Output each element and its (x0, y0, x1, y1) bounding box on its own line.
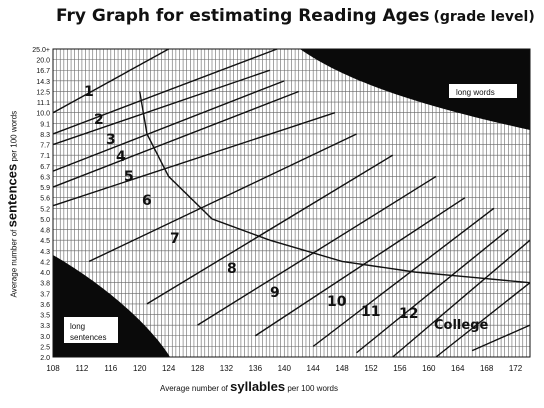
grade-line (197, 175, 437, 326)
y-axis-label-big: sentences (4, 163, 20, 228)
y-axis-label-post: per 100 words (9, 110, 19, 162)
y-tick-label: 4.3 (40, 249, 50, 256)
y-tick-label: 4.0 (40, 270, 50, 277)
y-tick-label: 9.1 (40, 121, 50, 128)
x-tick-label: 120 (133, 364, 147, 373)
grade-line (356, 229, 509, 354)
x-tick-label: 136 (249, 364, 263, 373)
y-axis-label: Average number of sentences per 100 word… (4, 111, 20, 298)
x-tick-label: 152 (364, 364, 378, 373)
y-tick-label: 7.7 (40, 143, 50, 150)
y-tick-label: 12.5 (36, 89, 50, 96)
y-tick-label: 3.6 (40, 302, 50, 309)
grade-label: 4 (116, 149, 126, 165)
y-tick-label: 16.7 (36, 68, 50, 75)
chart-title: Fry Graph for estimating Reading Ages (gr… (56, 6, 535, 26)
y-tick-label: 8.3 (40, 132, 50, 139)
y-tick-label: 5.2 (40, 206, 50, 213)
x-tick-label: 124 (162, 364, 176, 373)
grade-label-college: College (434, 318, 489, 333)
y-tick-label: 10.0 (36, 111, 50, 118)
long-words-box (449, 84, 517, 98)
y-tick-label: 3.7 (40, 291, 50, 298)
grade-line (392, 239, 531, 358)
y-tick-label: 5.6 (40, 196, 50, 203)
grade-line (52, 80, 285, 172)
grade-label: 2 (94, 112, 104, 128)
x-tick-label: 144 (307, 364, 321, 373)
y-tick-label: 4.8 (40, 228, 50, 235)
x-tick-label: 156 (393, 364, 407, 373)
grade-line (52, 90, 299, 188)
chart-title-suffix: (grade level) (433, 9, 535, 25)
y-tick-label: 7.1 (40, 153, 50, 160)
y-tick-label: 3.0 (40, 334, 50, 341)
y-tick-label: 4.2 (40, 259, 50, 266)
grade-line (146, 154, 394, 305)
y-tick-label: 3.3 (40, 323, 50, 330)
x-tick-label: 172 (509, 364, 523, 373)
y-tick-label: 2.0 (40, 355, 50, 362)
x-tick-label: 140 (278, 364, 292, 373)
y-tick-label: 2.5 (40, 344, 50, 351)
x-tick-label: 168 (480, 364, 494, 373)
x-tick-label: 128 (191, 364, 205, 373)
grade-label: 7 (170, 231, 180, 247)
y-tick-label: 4.5 (40, 238, 50, 245)
x-tick-label: 164 (451, 364, 465, 373)
x-axis-label-post: per 100 words (287, 384, 339, 393)
x-tick-label: 160 (422, 364, 436, 373)
x-axis-label-big: syllables (230, 379, 286, 394)
boundary-curve (139, 91, 531, 284)
y-tick-label: 6.7 (40, 164, 50, 171)
grade-line (52, 69, 271, 146)
grade-label: 9 (270, 285, 280, 301)
x-tick-label: 132 (220, 364, 234, 373)
grade-label: 12 (399, 306, 418, 322)
plot-frame (52, 48, 531, 358)
y-axis-label-pre: Average number of (9, 229, 19, 298)
long-sentences-box (64, 317, 118, 343)
x-axis-label: Average number of syllables per 100 word… (160, 379, 338, 394)
x-axis-label-pre: Average number of (160, 384, 228, 393)
grade-line (88, 133, 357, 263)
grade-line (471, 324, 531, 352)
y-tick-label: 11.1 (37, 100, 50, 107)
grade-label: 1 (84, 84, 94, 100)
grade-line (52, 48, 278, 135)
grade-line (254, 197, 466, 337)
long-sentences-label-line2: sentences (70, 333, 106, 342)
long-sentences-label-line1: long (70, 322, 85, 331)
grade-label: 10 (327, 294, 347, 310)
y-tick-label: 3.8 (40, 281, 50, 288)
grade-line (312, 207, 495, 347)
y-tick-label: 14.3 (36, 79, 50, 86)
grade-label: 5 (124, 169, 134, 185)
y-tick-label: 6.3 (40, 174, 50, 181)
y-tick-label: 3.5 (40, 313, 50, 320)
y-tick-label: 5.0 (40, 217, 50, 224)
grade-line (52, 48, 169, 114)
x-tick-label: 148 (335, 364, 349, 373)
grade-label: 8 (227, 261, 237, 277)
grade-line (435, 282, 531, 358)
long-words-region (300, 49, 530, 130)
grade-label: 11 (361, 304, 380, 320)
grade-label: 6 (142, 193, 152, 209)
chart-title-main: Fry Graph for estimating Reading Ages (56, 6, 430, 26)
y-tick-label: 5.9 (40, 185, 50, 192)
x-tick-label: 116 (104, 364, 117, 373)
x-tick-label: 108 (46, 364, 60, 373)
y-tick-label: 20.0 (36, 58, 50, 65)
long-words-label: long words (456, 88, 495, 97)
x-tick-label: 112 (76, 364, 89, 373)
grade-line (52, 112, 336, 207)
grade-label: 3 (106, 132, 116, 148)
y-tick-label: 25.0+ (32, 47, 50, 54)
